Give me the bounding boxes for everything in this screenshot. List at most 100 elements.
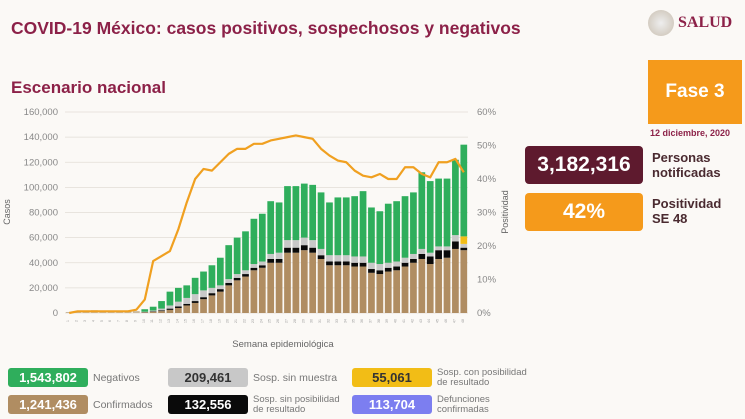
bar-confirmados	[368, 272, 375, 313]
x-tick-label: 34	[343, 319, 347, 323]
bar-sin-muestra	[410, 253, 417, 259]
x-tick-label: 38	[377, 319, 381, 323]
bar-negativos	[359, 191, 367, 257]
positividad-label-1: Positividad	[652, 196, 722, 211]
bar-negativos	[149, 306, 157, 311]
x-tick-label: 40	[394, 319, 398, 323]
seal-icon	[648, 10, 674, 36]
bar-negativos	[174, 287, 182, 302]
bar-sin-posibilidad	[191, 301, 199, 303]
bar-negativos	[334, 197, 342, 256]
bar-negativos	[418, 172, 426, 249]
bar-confirmados	[393, 270, 400, 313]
positividad-label-2: SE 48	[652, 211, 688, 226]
bar-sin-posibilidad	[284, 247, 291, 253]
bar-confirmados	[141, 312, 149, 313]
bar-confirmados	[452, 248, 459, 313]
x-tick-label: 9	[133, 320, 137, 322]
report-date: 12 diciembre, 2020	[650, 128, 731, 138]
x-tick-label: 13	[167, 319, 171, 323]
bar-confirmados	[216, 291, 224, 313]
bar-sin-muestra	[275, 252, 283, 259]
bar-sin-muestra	[242, 270, 249, 275]
bar-sin-muestra	[334, 255, 342, 262]
bar-sin-muestra	[300, 237, 308, 246]
legend-label-defunciones: Defunciones confirmadas	[437, 394, 490, 415]
legend-label-sin-muestra: Sosp. sin muestra	[253, 372, 338, 384]
bar-sin-muestra	[317, 248, 325, 256]
bar-sin-posibilidad	[460, 247, 468, 251]
bar-sin-posibilidad	[183, 303, 191, 306]
bar-sin-posibilidad	[275, 258, 283, 263]
x-tick-label: 6	[108, 320, 112, 322]
bar-confirmados	[317, 258, 325, 313]
x-tick-label: 21	[234, 319, 238, 323]
x-tick-label: 19	[217, 319, 221, 323]
personas-label-2: notificadas	[652, 165, 721, 180]
bar-negativos	[258, 213, 266, 262]
bar-negativos	[384, 203, 392, 263]
bar-sin-muestra	[393, 261, 400, 267]
bar-sin-muestra	[460, 243, 468, 248]
x-tick-label: 39	[385, 319, 389, 323]
y2-tick-label: 10%	[477, 275, 497, 286]
y-tick-label: 100,000	[24, 182, 58, 193]
bar-sin-muestra	[359, 256, 367, 263]
bar-confirmados	[233, 280, 241, 313]
x-tick-label: 20	[226, 319, 230, 323]
bar-sin-muestra	[426, 252, 434, 257]
x-tick-label: 31	[318, 319, 322, 323]
bar-sin-muestra	[233, 274, 241, 278]
x-tick-label: 25	[268, 319, 272, 323]
bar-confirmados	[376, 274, 384, 313]
bar-confirmados	[225, 285, 233, 313]
x-tick-label: 26	[276, 319, 280, 323]
bar-negativos	[233, 237, 241, 275]
bar-negativos	[309, 184, 317, 241]
bar-sin-posibilidad	[384, 267, 392, 272]
x-tick-label: 30	[310, 319, 314, 323]
bar-sin-muestra	[435, 246, 442, 251]
bar-sin-muestra	[401, 257, 409, 263]
bar-sin-posibilidad	[393, 266, 400, 271]
x-tick-label: 29	[301, 319, 305, 323]
y-tick-label: 80,000	[29, 208, 58, 219]
y2-tick-label: 0%	[477, 308, 491, 319]
bar-sin-muestra	[342, 255, 350, 262]
bar-confirmados	[267, 262, 275, 313]
bar-sin-posibilidad	[208, 293, 216, 296]
y-tick-label: 20,000	[29, 283, 58, 294]
x-tick-label: 33	[335, 319, 339, 323]
bar-sin-posibilidad	[426, 256, 434, 265]
bar-confirmados	[401, 266, 409, 313]
page-subtitle: Escenario nacional	[11, 78, 166, 97]
bar-confirmados	[359, 266, 367, 313]
bar-negativos	[317, 192, 325, 249]
x-tick-label: 4	[91, 320, 95, 322]
y2-tick-label: 50%	[477, 141, 497, 152]
bar-sin-muestra	[368, 262, 375, 270]
bar-sin-posibilidad	[326, 261, 333, 266]
x-tick-label: 35	[352, 319, 356, 323]
x-tick-label: 41	[402, 319, 406, 323]
y2-axis-label: Positividad	[500, 190, 510, 234]
bar-sin-muestra	[183, 297, 191, 304]
bar-sin-posibilidad	[174, 306, 182, 308]
bar-negativos	[326, 202, 333, 256]
x-tick-label: 7	[117, 320, 121, 322]
bar-negativos	[284, 186, 291, 241]
bar-sin-muestra	[250, 264, 258, 268]
bar-sin-posibilidad	[368, 269, 375, 273]
bar-confirmados	[258, 267, 266, 313]
bar-confirmados	[326, 265, 333, 313]
bar-sin-posibilidad	[166, 308, 174, 310]
bar-negativos	[410, 192, 417, 254]
x-tick-label: 37	[368, 319, 372, 323]
bar-confirmados	[149, 311, 157, 313]
logo-text: SALUD	[678, 14, 733, 31]
bar-sin-muestra	[309, 240, 317, 248]
bar-negativos	[141, 309, 149, 312]
bar-confirmados	[275, 262, 283, 313]
bar-negativos	[393, 201, 400, 262]
bar-sin-posibilidad	[334, 261, 342, 266]
